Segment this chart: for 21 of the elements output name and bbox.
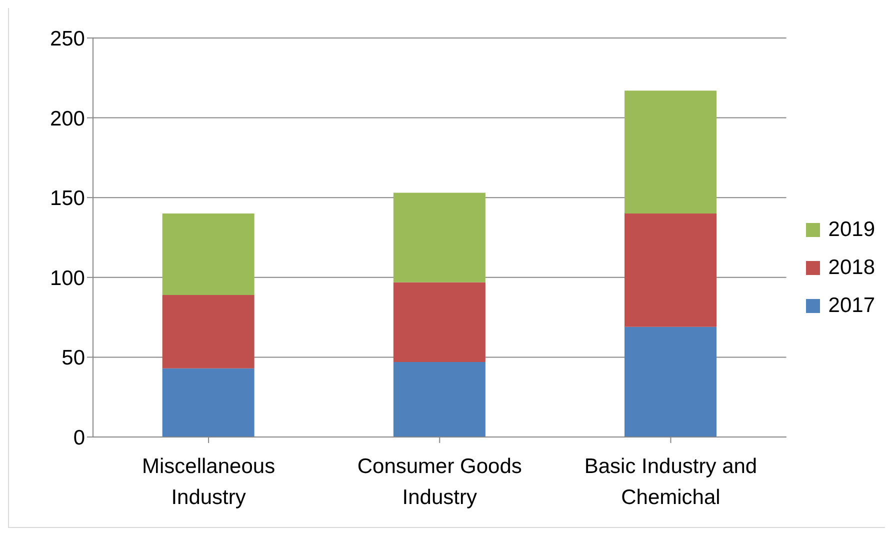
bar [162,368,254,437]
y-tick-label: 250 [50,27,85,50]
bar [162,294,254,368]
bar [393,192,486,282]
y-tick-label: 150 [50,187,85,210]
x-tick-label: Consumer Goods Industry [357,455,522,509]
bar [393,282,486,362]
x-tick-label: Basic Industry and Chemichal [584,455,758,509]
bar [393,362,486,437]
bar [624,214,717,327]
y-tick-label: 50 [62,346,85,370]
y-tick-label: 200 [50,107,85,130]
bar [624,90,717,214]
bar [624,326,717,437]
x-tick-label: Miscellaneous Industry [142,455,276,509]
bar [162,214,254,295]
legend-label: 2017 [828,294,875,318]
y-tick-label: 0 [73,426,85,450]
legend-label: 2019 [828,218,875,242]
legend-label: 2018 [828,256,875,280]
y-tick-label: 100 [50,266,85,290]
